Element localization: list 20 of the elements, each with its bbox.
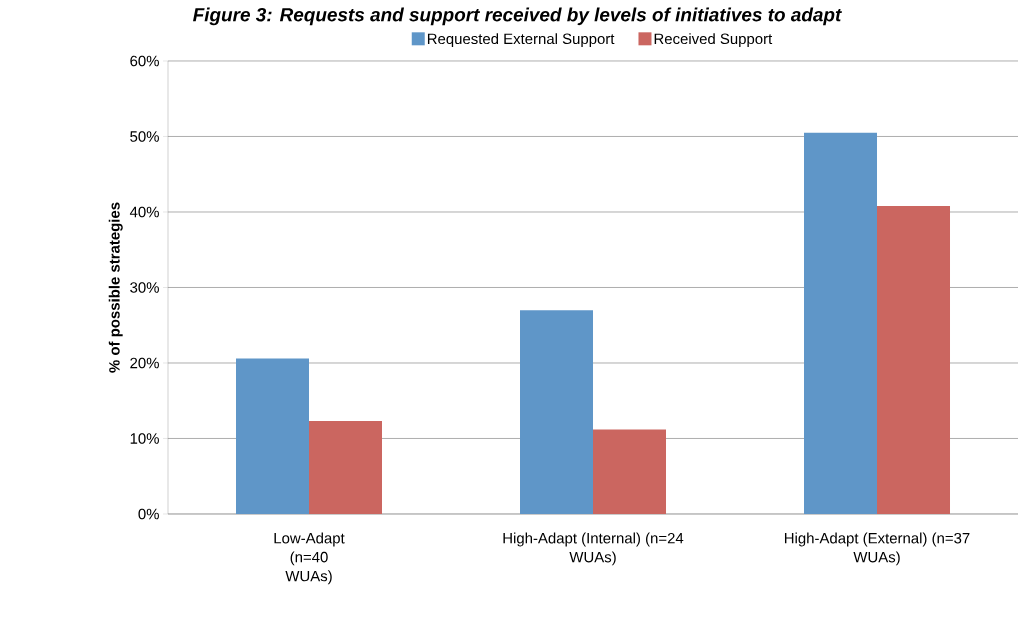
x-tick-label: Low-Adapt (n=40 WUAs) xyxy=(274,532,345,585)
y-tick-label: 40% xyxy=(129,206,159,218)
x-tick-label: High-Adapt (Internal) (n=24 WUAs) xyxy=(503,532,684,566)
bar xyxy=(309,421,382,514)
y-tick-label: 30% xyxy=(130,282,159,293)
bar xyxy=(877,205,950,514)
bar xyxy=(236,358,309,514)
bar xyxy=(593,429,666,514)
y-axis-title: % of possible strategies xyxy=(108,202,123,373)
y-tick-label: 20% xyxy=(130,357,159,369)
y-tick-label: 60% xyxy=(130,55,159,67)
y-tick-label: 0% xyxy=(138,508,159,520)
legend-label: Requested External Support xyxy=(427,33,615,48)
chart-title: Figure 3: Requests and support received by levels of initiatives to adapt xyxy=(193,7,842,26)
bar xyxy=(804,132,878,514)
bar xyxy=(520,310,593,514)
legend-label: Received Support xyxy=(654,33,773,48)
x-tick-label: High-Adapt (External) (n=37 WUAs) xyxy=(784,532,970,566)
y-tick-label: 10% xyxy=(130,433,159,444)
y-tick-label: 50% xyxy=(130,131,159,142)
